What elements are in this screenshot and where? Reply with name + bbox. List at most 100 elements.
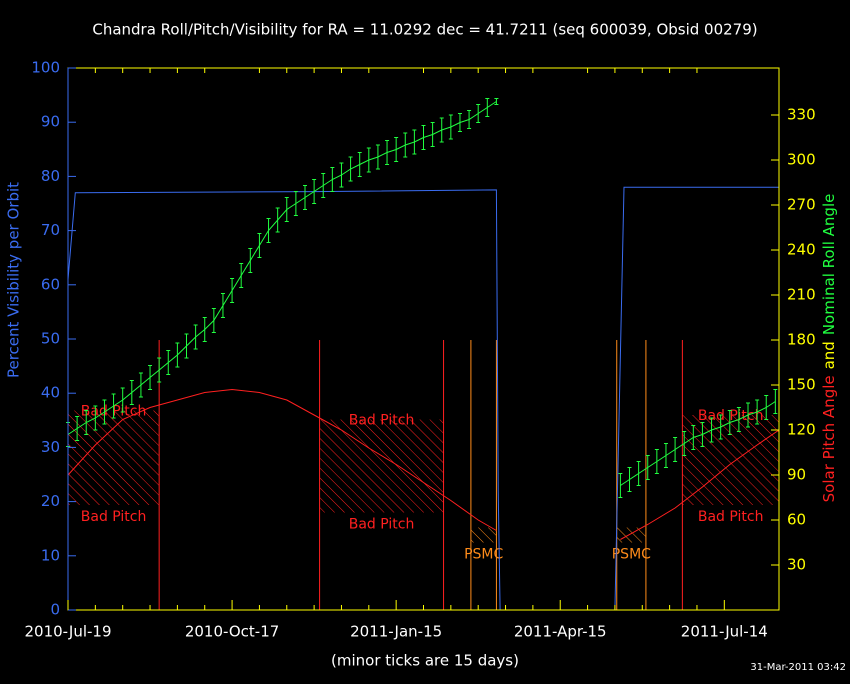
y2-label-part: Solar Pitch Angle bbox=[820, 375, 838, 502]
y-tick-label: 60 bbox=[41, 275, 60, 293]
error-bar bbox=[673, 436, 678, 462]
region-label: Bad Pitch bbox=[698, 408, 764, 424]
y-tick-label: 90 bbox=[41, 113, 60, 131]
region-label: Bad Pitch bbox=[81, 509, 147, 525]
error-bar bbox=[366, 147, 371, 173]
chart-title: Chandra Roll/Pitch/Visibility for RA = 1… bbox=[92, 21, 757, 39]
error-bar bbox=[321, 172, 326, 198]
y2-tick-label: 300 bbox=[787, 150, 816, 168]
error-bar bbox=[636, 460, 641, 486]
y2-tick-label: 330 bbox=[787, 105, 816, 123]
y-tick-label: 80 bbox=[41, 167, 60, 185]
error-bar bbox=[645, 454, 650, 480]
region-label: PSMC bbox=[612, 546, 651, 562]
x-axis-note: (minor ticks are 15 days) bbox=[331, 652, 519, 670]
x-tick-label: 2010-Oct-17 bbox=[185, 623, 279, 641]
data-line bbox=[67, 388, 780, 540]
error-bar bbox=[257, 232, 262, 258]
region-label: PSMC bbox=[464, 546, 503, 562]
error-bar bbox=[709, 417, 714, 443]
error-bar bbox=[348, 156, 353, 182]
error-bar bbox=[755, 399, 760, 425]
x-tick-label: 2010-Jul-19 bbox=[24, 623, 111, 641]
error-bar bbox=[211, 307, 216, 333]
x-tick-label: 2011-Jan-15 bbox=[350, 623, 442, 641]
error-bar bbox=[746, 402, 751, 428]
error-bar bbox=[412, 129, 417, 155]
error-bar bbox=[727, 409, 732, 435]
error-bar bbox=[102, 399, 107, 425]
error-bar bbox=[166, 349, 171, 375]
error-bar bbox=[129, 379, 134, 405]
error-bar bbox=[682, 430, 687, 456]
y-tick-label: 50 bbox=[41, 330, 60, 348]
data-line bbox=[67, 186, 779, 611]
region-label: Bad Pitch bbox=[698, 509, 764, 525]
error-bar bbox=[764, 394, 769, 420]
data-line bbox=[67, 101, 776, 486]
y2-tick-label: 270 bbox=[787, 195, 816, 213]
error-bar bbox=[691, 424, 696, 450]
y2-tick-label: 120 bbox=[787, 420, 816, 438]
error-bar bbox=[84, 409, 89, 435]
error-bar bbox=[654, 448, 659, 474]
error-bar bbox=[312, 178, 317, 204]
y-axis-label: Percent Visibility per Orbit bbox=[5, 182, 23, 378]
y-tick-label: 20 bbox=[41, 492, 60, 510]
y2-axis-label: Solar Pitch Angle and Nominal Roll Angle bbox=[820, 194, 838, 503]
region-hatch bbox=[616, 527, 646, 543]
error-bar bbox=[375, 144, 380, 170]
error-bar bbox=[230, 277, 235, 303]
x-tick-label: 2011-Apr-15 bbox=[514, 623, 607, 641]
error-bar bbox=[138, 372, 143, 398]
error-bar bbox=[421, 124, 426, 150]
error-bar bbox=[330, 166, 335, 192]
error-bar bbox=[357, 151, 362, 177]
y2-label-part: Nominal Roll Angle bbox=[820, 194, 838, 336]
error-bar bbox=[220, 292, 225, 318]
x-tick-label: 2011-Jul-14 bbox=[681, 623, 768, 641]
y-tick-label: 0 bbox=[50, 601, 60, 619]
error-bar bbox=[736, 406, 741, 432]
y2-tick-label: 210 bbox=[787, 285, 816, 303]
error-bar bbox=[193, 324, 198, 350]
error-bar bbox=[394, 136, 399, 162]
error-bar bbox=[284, 196, 289, 222]
region-label: Bad Pitch bbox=[349, 412, 415, 428]
error-bar bbox=[439, 117, 444, 143]
y-tick-label: 100 bbox=[31, 59, 60, 77]
timestamp: 31-Mar-2011 03:42 bbox=[750, 662, 846, 673]
error-bar bbox=[266, 217, 271, 243]
error-bar bbox=[718, 414, 723, 440]
y-tick-label: 70 bbox=[41, 221, 60, 239]
y2-tick-label: 180 bbox=[787, 330, 816, 348]
error-bar bbox=[148, 364, 153, 390]
y2-tick-label: 90 bbox=[787, 465, 806, 483]
error-bar bbox=[494, 97, 499, 105]
error-bar bbox=[627, 466, 632, 492]
error-bar bbox=[75, 415, 80, 441]
error-bar bbox=[663, 442, 668, 468]
y2-label-part: and bbox=[820, 341, 838, 369]
error-bar bbox=[448, 114, 453, 140]
error-bar bbox=[485, 97, 490, 117]
error-bar bbox=[430, 121, 435, 147]
error-bar bbox=[457, 112, 462, 132]
y2-tick-label: 30 bbox=[787, 555, 806, 573]
error-bar bbox=[773, 388, 778, 414]
error-bar bbox=[184, 333, 189, 359]
error-bar bbox=[93, 405, 98, 431]
y-tick-label: 30 bbox=[41, 438, 60, 456]
y-tick-label: 10 bbox=[41, 546, 60, 564]
error-bar bbox=[248, 247, 253, 273]
error-bar bbox=[202, 316, 207, 342]
y2-tick-label: 240 bbox=[787, 240, 816, 258]
region-hatch bbox=[470, 527, 497, 543]
error-bar bbox=[700, 421, 705, 447]
region-hatch bbox=[68, 410, 160, 505]
y2-tick-label: 60 bbox=[787, 510, 806, 528]
error-bar bbox=[618, 472, 623, 498]
y-tick-label: 40 bbox=[41, 384, 60, 402]
region-hatch bbox=[319, 419, 444, 513]
